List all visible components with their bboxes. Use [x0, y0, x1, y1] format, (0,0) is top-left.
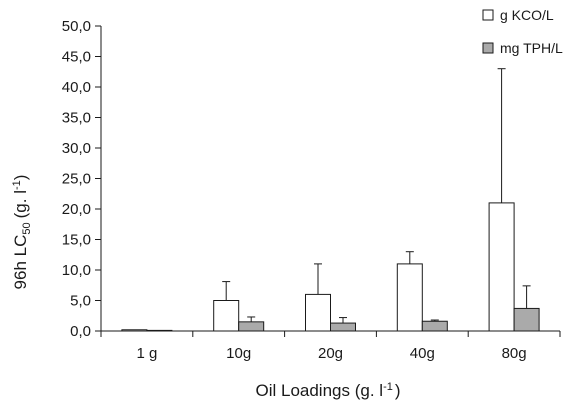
legend-label-kco: g KCO/L: [500, 7, 554, 23]
x-tick-label: 1 g: [136, 345, 157, 362]
bar-tph: [330, 322, 356, 332]
y-axis-title-subscript: 50: [21, 222, 33, 234]
y-axis-title-close: ): [11, 175, 30, 181]
x-axis-title-main: Oil Loadings (g. l: [255, 381, 383, 400]
bar-tph: [513, 307, 540, 332]
error-bars: [222, 68, 531, 324]
y-tick-label: 10,0: [62, 262, 91, 279]
x-axis-title: Oil Loadings (g. l-1): [255, 381, 400, 400]
y-axis-title-main: 96h LC: [11, 235, 30, 290]
x-tick-label: 20g: [318, 345, 343, 362]
y-tick-label: 35,0: [62, 110, 91, 127]
x-axis-ticks: 1 g 10g 20g 40g 80g: [100, 331, 561, 362]
bars: [121, 202, 540, 332]
x-axis-title-superscript: -1: [383, 381, 393, 393]
y-tick-label: 25,0: [62, 171, 91, 188]
x-tick-label: 40g: [410, 345, 435, 362]
y-axis-ticks: 0,0 5,0 10,0 15,0 20,0 25,0 30,0 35,0 40,0 45,0 50…: [62, 18, 101, 340]
y-tick-label: 30,0: [62, 140, 91, 157]
legend-swatch-tph: [482, 42, 494, 54]
x-tick-label: 80g: [502, 345, 527, 362]
x-axis-title-close: ): [395, 381, 401, 400]
bar-kco: [488, 202, 515, 332]
bar-kco: [396, 263, 423, 332]
legend-label-tph: mg TPH/L: [500, 40, 563, 56]
y-tick-label: 5,0: [70, 293, 91, 310]
y-tick-label: 15,0: [62, 232, 91, 249]
bar-kco: [213, 300, 240, 332]
y-tick-label: 50,0: [62, 18, 91, 35]
legend-swatch-kco: [482, 9, 494, 21]
bar-kco: [305, 293, 331, 332]
bar-tph: [238, 321, 265, 332]
y-tick-label: 0,0: [70, 323, 91, 340]
y-tick-label: 40,0: [62, 79, 91, 96]
y-tick-label: 45,0: [62, 49, 91, 66]
x-tick-label: 10g: [226, 345, 251, 362]
y-axis-title-superscript: -1: [11, 180, 23, 190]
legend: g KCO/L mg TPH/L: [482, 7, 563, 56]
y-axis-title-unit: (g. l: [11, 190, 30, 218]
y-tick-label: 20,0: [62, 201, 91, 218]
axes: [100, 26, 560, 332]
bar-tph: [421, 320, 448, 332]
y-axis-title: 96h LC50 (g. l-1): [11, 175, 33, 290]
